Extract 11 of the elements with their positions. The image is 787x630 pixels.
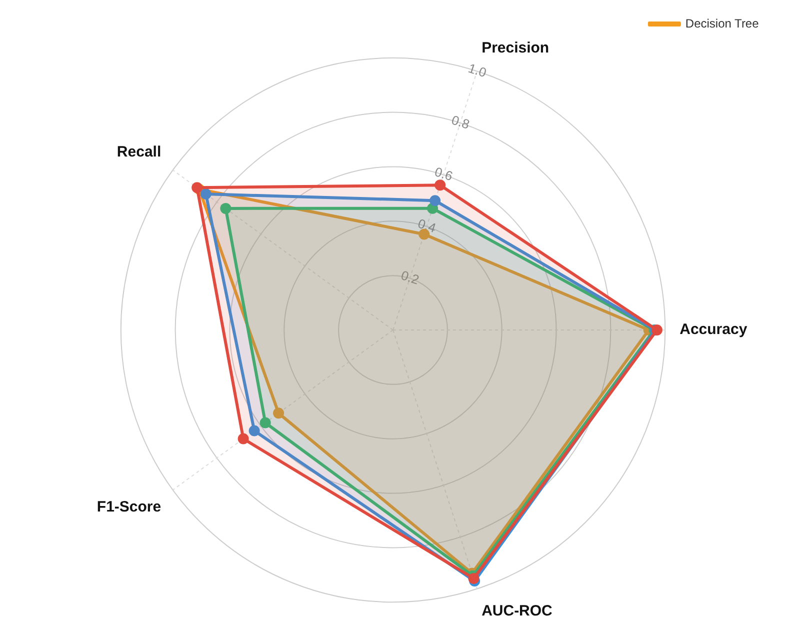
- legend-label: Decision Tree: [685, 16, 760, 30]
- spoke-label: Accuracy: [680, 321, 748, 338]
- y-tick-label: 0.8: [450, 112, 472, 132]
- spoke-label: AUC-ROC: [482, 602, 553, 620]
- spoke-label: Precision: [482, 40, 550, 57]
- y-tick-label: 0.6: [432, 164, 455, 184]
- y-tick-label: 0.2: [399, 267, 422, 288]
- spoke-label: Recall: [116, 144, 162, 161]
- y-tick-label: 0.4: [416, 216, 438, 236]
- spoke-label: F1-Score: [96, 498, 162, 516]
- y-tick-label: 1.0: [466, 60, 488, 80]
